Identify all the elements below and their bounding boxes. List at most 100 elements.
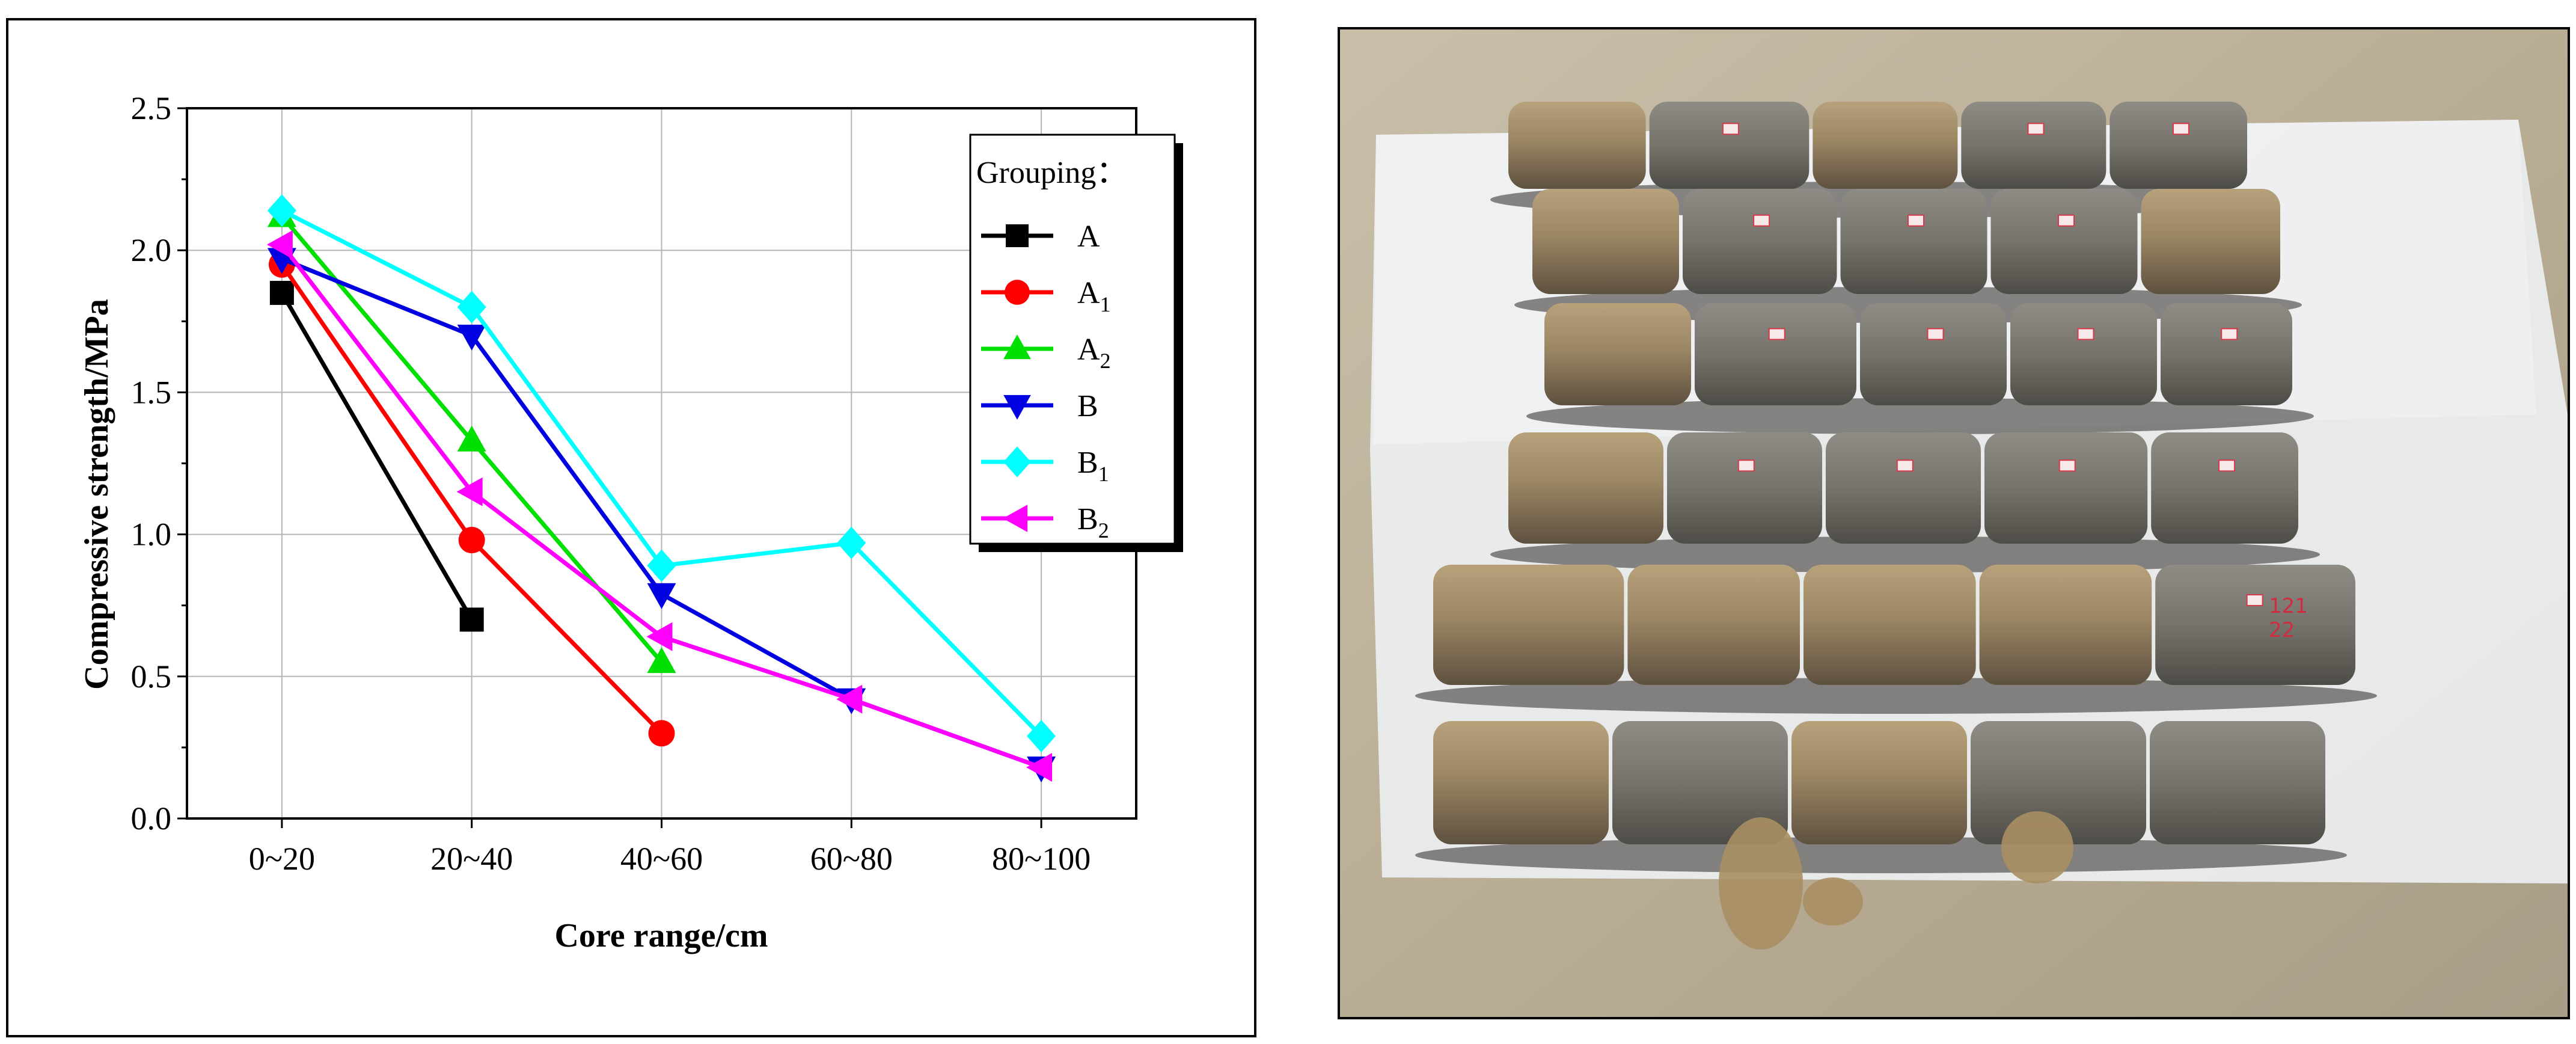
core-segment bbox=[1649, 102, 1810, 189]
core-segment bbox=[1804, 565, 1976, 685]
y-tick-label: 1.0 bbox=[131, 517, 172, 553]
core-segment bbox=[1971, 721, 2146, 844]
series-A bbox=[269, 281, 484, 632]
sample-tag bbox=[2218, 459, 2236, 472]
sample-tag bbox=[2246, 594, 2263, 606]
core-segment bbox=[1433, 721, 1609, 844]
core-sample-row bbox=[1415, 565, 2377, 714]
legend-label: B bbox=[1077, 389, 1098, 423]
legend-label: A bbox=[1077, 220, 1100, 254]
core-segment bbox=[1532, 189, 1679, 294]
x-tick-label: 40~60 bbox=[620, 841, 703, 877]
data-point-A bbox=[269, 281, 294, 306]
data-point-A2 bbox=[457, 425, 486, 452]
legend-marker bbox=[1005, 280, 1030, 305]
y-tick-label: 0.5 bbox=[131, 659, 172, 695]
core-segment bbox=[2141, 189, 2280, 294]
sample-tag bbox=[1722, 123, 1739, 135]
legend-item-B: B bbox=[981, 389, 1098, 423]
x-tick-label: 60~80 bbox=[810, 841, 893, 877]
compressive-strength-chart: 0.0 0.5 1.0 1.5 2.0 2.5 0~20 20~40 40~60 60~80 80~… bbox=[78, 90, 1183, 954]
core-segment bbox=[1508, 102, 1646, 189]
data-point-B bbox=[647, 583, 676, 609]
y-tick-label: 2.0 bbox=[131, 232, 172, 268]
legend-item-B2: B2 bbox=[981, 502, 1109, 542]
data-point-B bbox=[457, 324, 486, 351]
core-segment bbox=[1840, 189, 1987, 294]
sample-tag bbox=[2058, 459, 2076, 472]
core-sample-row bbox=[1526, 303, 2314, 434]
core-segment bbox=[1627, 565, 1800, 685]
data-point-B2 bbox=[456, 477, 483, 506]
sample-tag bbox=[1753, 214, 1770, 227]
x-axis-title: Core range/cm bbox=[554, 917, 768, 954]
sample-tag bbox=[1768, 328, 1785, 340]
legend-marker bbox=[1003, 395, 1031, 420]
legend-title: Grouping： bbox=[976, 156, 1127, 190]
core-segment bbox=[1683, 189, 1837, 294]
core-sample-row bbox=[1514, 189, 2302, 323]
core-segment bbox=[1612, 721, 1788, 844]
core-samples-photo: 121 22 bbox=[1338, 27, 2570, 1019]
data-point-A1 bbox=[648, 720, 675, 747]
y-axis-title: Compressive strength/MPa bbox=[78, 299, 115, 690]
sample-tag bbox=[2027, 123, 2045, 135]
data-point-B1 bbox=[647, 549, 676, 582]
core-segment bbox=[2109, 102, 2247, 189]
sample-tag bbox=[1927, 328, 1944, 340]
core-label-handwritten: 22 bbox=[2269, 618, 2295, 642]
sample-tag bbox=[2058, 214, 2075, 227]
x-tick-label: 0~20 bbox=[249, 841, 315, 877]
core-segment bbox=[1984, 432, 2148, 544]
legend-marker bbox=[1003, 334, 1031, 360]
core-segment bbox=[2010, 303, 2157, 405]
data-point-B2 bbox=[266, 230, 293, 259]
sand-debris bbox=[1803, 877, 1863, 926]
series-line-A bbox=[280, 292, 474, 621]
legend-item-A1: A1 bbox=[981, 276, 1111, 316]
sample-tag bbox=[2221, 328, 2238, 340]
data-point-B2 bbox=[1026, 752, 1053, 782]
y-tick-label: 1.5 bbox=[131, 374, 172, 410]
sample-tag bbox=[1908, 214, 1924, 227]
core-segment bbox=[1813, 102, 1958, 189]
sample-tag bbox=[1896, 459, 1914, 472]
sample-tag bbox=[1737, 459, 1755, 472]
legend-item-B1: B1 bbox=[981, 446, 1109, 486]
core-segment bbox=[1990, 189, 2138, 294]
legend-label: B1 bbox=[1077, 446, 1109, 486]
data-point-A1 bbox=[458, 527, 485, 554]
data-point-B2 bbox=[646, 622, 673, 651]
core-segment bbox=[1979, 565, 2152, 685]
legend-label: A1 bbox=[1077, 276, 1111, 316]
core-sample-row bbox=[1415, 721, 2347, 873]
data-point-A2 bbox=[647, 647, 676, 674]
core-sample-row bbox=[1490, 432, 2320, 573]
legend-item-A: A bbox=[981, 220, 1100, 254]
chart-panel: 0.0 0.5 1.0 1.5 2.0 2.5 0~20 20~40 40~60 60~80 80~… bbox=[6, 18, 1256, 1037]
legend-marker bbox=[1003, 505, 1028, 532]
data-point-B1 bbox=[457, 290, 486, 324]
legend: Grouping： A A1 A2 B B1 B2 bbox=[969, 134, 1183, 552]
series-B2 bbox=[266, 230, 1053, 782]
y-tick-label: 2.5 bbox=[131, 90, 172, 126]
core-label-handwritten: 121 bbox=[2269, 594, 2308, 618]
data-point-B1 bbox=[837, 526, 866, 559]
sample-tag bbox=[2172, 123, 2189, 135]
sand-debris bbox=[2001, 811, 2073, 883]
sample-tag bbox=[2077, 328, 2094, 340]
series-B1 bbox=[267, 194, 1056, 753]
core-segment bbox=[1544, 303, 1691, 405]
core-segment bbox=[2151, 432, 2298, 544]
core-segment bbox=[1961, 102, 2106, 189]
core-segment bbox=[1826, 432, 1981, 544]
x-tick-label: 80~100 bbox=[992, 841, 1091, 877]
x-tick-label: 20~40 bbox=[430, 841, 513, 877]
data-point-A bbox=[459, 607, 484, 632]
core-segment bbox=[1508, 432, 1663, 544]
core-segment bbox=[2150, 721, 2325, 844]
legend-item-A2: A2 bbox=[981, 333, 1111, 373]
core-segment bbox=[1860, 303, 2007, 405]
data-point-B2 bbox=[836, 684, 863, 714]
